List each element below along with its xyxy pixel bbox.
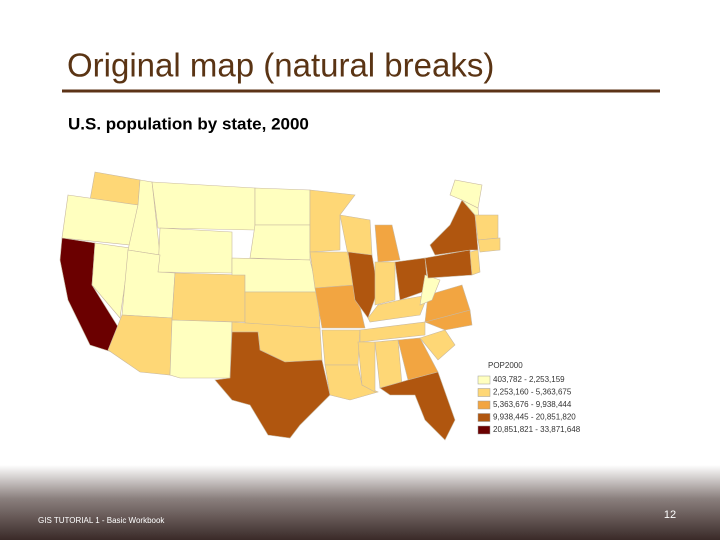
footer-text: GIS TUTORIAL 1 - Basic Workbook <box>38 516 165 525</box>
legend-label: 20,851,821 - 33,871,648 <box>493 425 581 434</box>
state <box>424 249 473 279</box>
state <box>107 314 173 376</box>
state <box>357 341 376 393</box>
state <box>374 339 403 389</box>
state <box>91 242 131 319</box>
legend-swatch <box>477 388 491 397</box>
us-map <box>59 171 501 441</box>
state <box>157 227 233 274</box>
state <box>469 249 481 276</box>
state <box>339 214 373 256</box>
state <box>474 214 499 241</box>
state <box>171 272 246 323</box>
state <box>214 331 331 439</box>
footer-band <box>0 465 720 540</box>
state <box>374 261 396 306</box>
state <box>321 329 361 366</box>
state <box>324 364 379 401</box>
state <box>449 179 483 209</box>
state <box>477 237 501 253</box>
state <box>314 284 366 329</box>
subtitle: U.S. population by state, 2000 <box>68 114 309 133</box>
state <box>424 284 471 323</box>
state <box>374 224 401 263</box>
state <box>309 189 356 253</box>
state <box>244 291 321 329</box>
page-number: 12 <box>664 509 676 521</box>
legend-label: 9,938,445 - 20,851,820 <box>493 413 576 422</box>
state <box>151 181 256 231</box>
state <box>359 321 426 343</box>
legend-title: POP2000 <box>488 361 523 370</box>
state <box>419 329 456 361</box>
legend-label: 5,363,676 - 9,938,444 <box>493 400 572 409</box>
state <box>419 274 441 306</box>
legend-swatch <box>477 425 491 435</box>
legend-swatch <box>477 413 491 422</box>
legend-swatch <box>477 400 491 410</box>
state <box>231 257 319 293</box>
legend-label: 403,782 - 2,253,159 <box>493 375 565 384</box>
state <box>309 251 356 289</box>
state <box>347 251 379 319</box>
legend-swatch <box>477 375 491 385</box>
legend-label: 2,253,160 - 5,363,675 <box>493 388 572 397</box>
state <box>169 319 233 379</box>
slide-title: Original map (natural breaks) <box>67 47 494 84</box>
state <box>379 371 456 441</box>
state <box>249 224 311 261</box>
state <box>254 187 311 226</box>
state <box>429 199 479 256</box>
legend: 403,782 - 2,253,159 2,253,160 - 5,363,675… <box>477 375 581 435</box>
